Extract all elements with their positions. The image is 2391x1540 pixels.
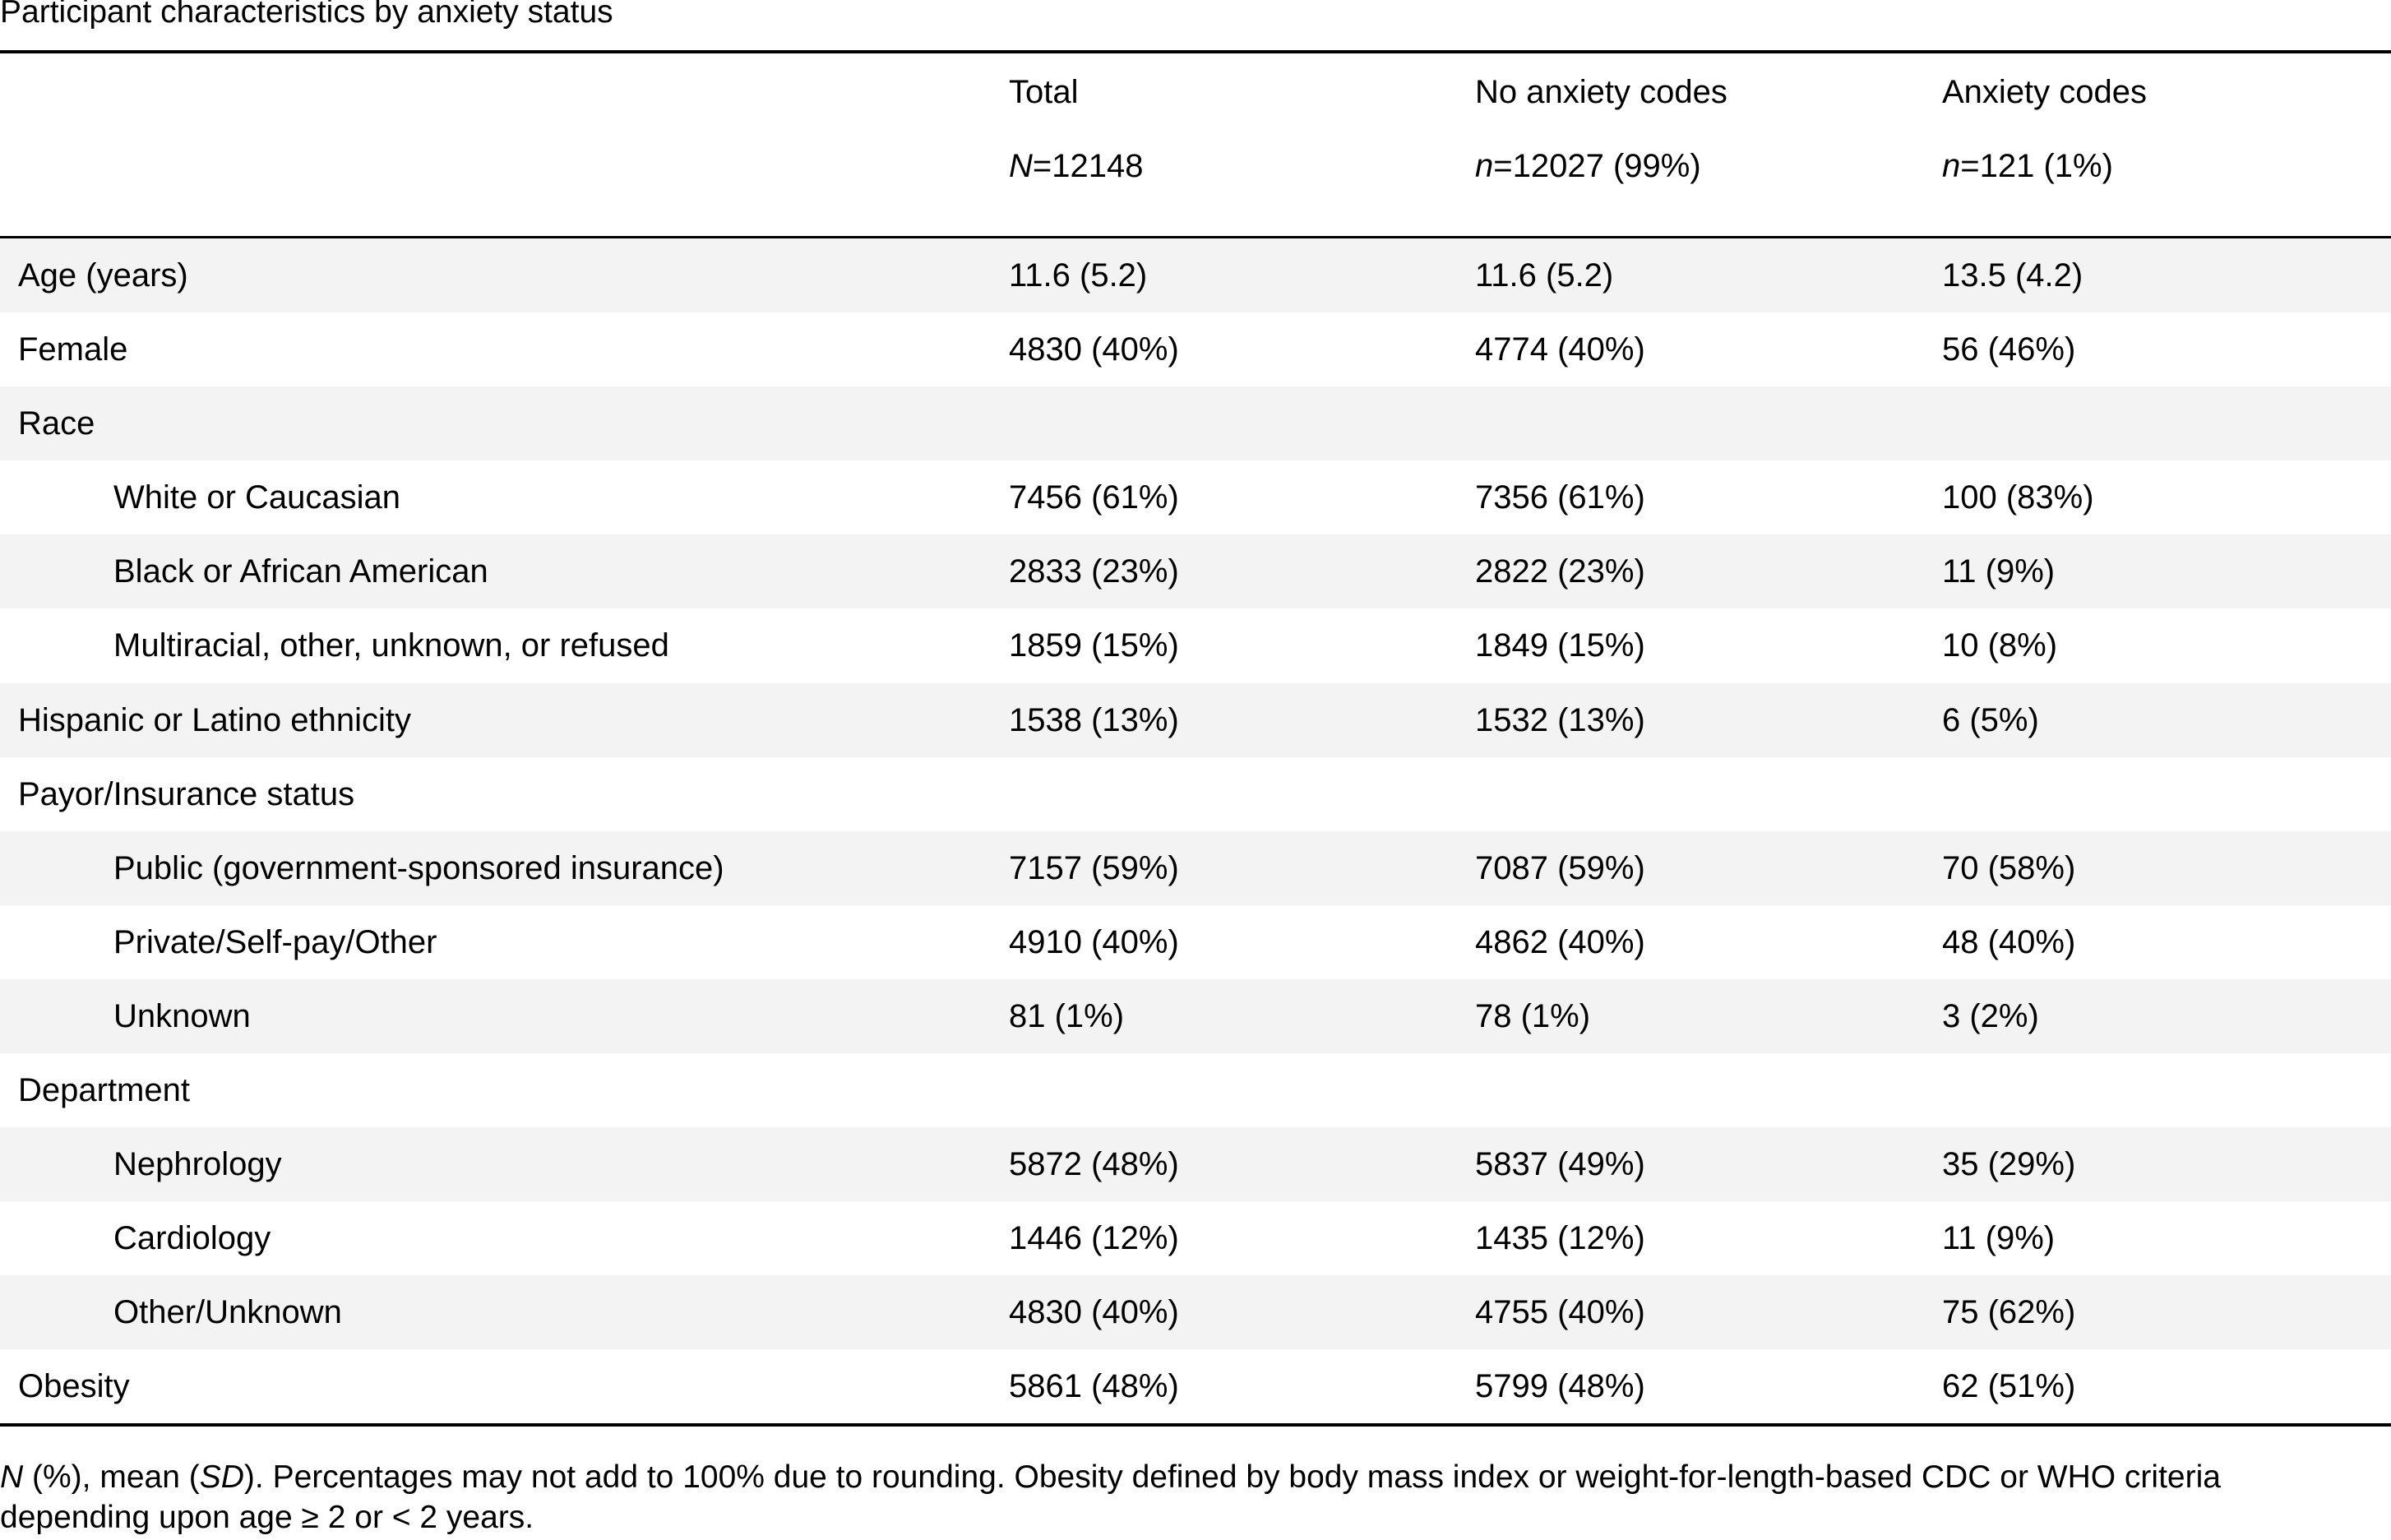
header-anxiety-count: n=121 (1%) bbox=[1942, 146, 2113, 187]
cell-total: 4830 (40%) bbox=[1009, 331, 1179, 368]
table-row: Other/Unknown 4830 (40%) 4755 (40%) 75 (… bbox=[0, 1275, 2391, 1350]
table-body: Age (years) 11.6 (5.2) 11.6 (5.2) 13.5 (… bbox=[0, 238, 2391, 1424]
cell-anxiety: 3 (2%) bbox=[1942, 997, 2039, 1034]
header-anxiety-title: Anxiety codes bbox=[1942, 74, 2148, 110]
cell-anxiety: 11 (9%) bbox=[1942, 553, 2056, 590]
row-label: Unknown bbox=[113, 997, 251, 1034]
cell-total: 5872 (48%) bbox=[1009, 1146, 1179, 1183]
row-label: Female bbox=[18, 331, 128, 368]
header-rule bbox=[0, 236, 2391, 238]
cell-total: 7456 (61%) bbox=[1009, 479, 1179, 516]
cell-no-anxiety: 78 (1%) bbox=[1475, 997, 1591, 1034]
cell-anxiety: 62 (51%) bbox=[1942, 1368, 2076, 1405]
header-anxiety-n-value: =121 (1%) bbox=[1960, 148, 2113, 184]
header-total-title: Total bbox=[1009, 74, 1079, 110]
row-label: Obesity bbox=[18, 1368, 130, 1405]
header-total-n-value: =12148 bbox=[1032, 148, 1144, 184]
table-row: Public (government-sponsored insurance) … bbox=[0, 830, 2391, 905]
table-row: Obesity 5861 (48%) 5799 (48%) 62 (51%) bbox=[0, 1349, 2391, 1423]
row-label: Other/Unknown bbox=[113, 1294, 342, 1331]
cell-no-anxiety: 1532 (13%) bbox=[1475, 701, 1645, 738]
footnote-sd-symbol: SD bbox=[199, 1459, 244, 1495]
row-label: Age (years) bbox=[18, 257, 188, 294]
footnote-text-1: (%), mean ( bbox=[23, 1459, 200, 1495]
cell-no-anxiety: 1435 (12%) bbox=[1475, 1220, 1645, 1257]
row-label: Cardiology bbox=[113, 1220, 271, 1257]
cell-total: 1538 (13%) bbox=[1009, 701, 1179, 738]
table-row: Department bbox=[0, 1053, 2391, 1127]
cell-anxiety: 75 (62%) bbox=[1942, 1294, 2076, 1331]
top-rule bbox=[0, 50, 2391, 53]
header-no-anxiety-title: No anxiety codes bbox=[1475, 74, 1727, 110]
table-row: Multiracial, other, unknown, or refused … bbox=[0, 608, 2391, 682]
cell-no-anxiety: 4774 (40%) bbox=[1475, 331, 1645, 368]
bottom-rule bbox=[0, 1423, 2391, 1427]
table-caption: Participant characteristics by anxiety s… bbox=[0, 0, 613, 30]
cell-no-anxiety: 5799 (48%) bbox=[1475, 1368, 1645, 1405]
cell-no-anxiety: 1849 (15%) bbox=[1475, 627, 1645, 664]
cell-total: 4830 (40%) bbox=[1009, 1294, 1179, 1331]
header-no-anxiety-count: n=12027 (99%) bbox=[1475, 146, 1701, 187]
cell-total: 1446 (12%) bbox=[1009, 1220, 1179, 1257]
header-no-anxiety-n-value: =12027 (99%) bbox=[1493, 148, 1701, 184]
cell-total: 5861 (48%) bbox=[1009, 1368, 1179, 1405]
row-label: Hispanic or Latino ethnicity bbox=[18, 701, 412, 738]
cell-anxiety: 10 (8%) bbox=[1942, 627, 2058, 664]
cell-anxiety: 13.5 (4.2) bbox=[1942, 257, 2083, 294]
cell-no-anxiety: 7087 (59%) bbox=[1475, 849, 1645, 886]
cell-anxiety: 56 (46%) bbox=[1942, 331, 2076, 368]
header-total-n-symbol: N bbox=[1009, 148, 1033, 184]
cell-no-anxiety: 4755 (40%) bbox=[1475, 1294, 1645, 1331]
row-label: Multiracial, other, unknown, or refused bbox=[113, 627, 669, 664]
row-label: Public (government-sponsored insurance) bbox=[113, 849, 724, 886]
table-row: Race bbox=[0, 386, 2391, 461]
table-row: Black or African American 2833 (23%) 282… bbox=[0, 534, 2391, 609]
row-label: Payor/Insurance status bbox=[18, 775, 355, 812]
row-label: Race bbox=[18, 405, 95, 442]
footnote-n-symbol: N bbox=[0, 1459, 24, 1495]
header-no-anxiety-n-symbol: n bbox=[1475, 148, 1494, 184]
cell-anxiety: 11 (9%) bbox=[1942, 1220, 2056, 1257]
cell-total: 2833 (23%) bbox=[1009, 553, 1179, 590]
cell-total: 11.6 (5.2) bbox=[1009, 257, 1148, 294]
cell-anxiety: 35 (29%) bbox=[1942, 1146, 2076, 1183]
cell-no-anxiety: 4862 (40%) bbox=[1475, 923, 1645, 960]
table-row: Nephrology 5872 (48%) 5837 (49%) 35 (29%… bbox=[0, 1127, 2391, 1202]
cell-anxiety: 100 (83%) bbox=[1942, 479, 2094, 516]
cell-no-anxiety: 2822 (23%) bbox=[1475, 553, 1645, 590]
cell-anxiety: 70 (58%) bbox=[1942, 849, 2076, 886]
cell-no-anxiety: 11.6 (5.2) bbox=[1475, 257, 1614, 294]
table-row: Cardiology 1446 (12%) 1435 (12%) 11 (9%) bbox=[0, 1201, 2391, 1275]
table-row: Female 4830 (40%) 4774 (40%) 56 (46%) bbox=[0, 312, 2391, 386]
cell-total: 4910 (40%) bbox=[1009, 923, 1179, 960]
row-label: Department bbox=[18, 1072, 190, 1109]
footnote-text-2: ). Percentages may not add to 100% due t… bbox=[0, 1459, 2221, 1535]
table-row: Private/Self-pay/Other 4910 (40%) 4862 (… bbox=[0, 905, 2391, 979]
row-label: Private/Self-pay/Other bbox=[113, 923, 437, 960]
cell-no-anxiety: 7356 (61%) bbox=[1475, 479, 1645, 516]
header-anxiety-n-symbol: n bbox=[1942, 148, 1961, 184]
row-label: White or Caucasian bbox=[113, 479, 401, 516]
cell-total: 7157 (59%) bbox=[1009, 849, 1179, 886]
row-label: Nephrology bbox=[113, 1146, 282, 1183]
table-row: Hispanic or Latino ethnicity 1538 (13%) … bbox=[0, 682, 2391, 757]
cell-total: 1859 (15%) bbox=[1009, 627, 1179, 664]
cell-no-anxiety: 5837 (49%) bbox=[1475, 1146, 1645, 1183]
table-row: Payor/Insurance status bbox=[0, 757, 2391, 831]
row-label: Black or African American bbox=[113, 553, 488, 590]
cell-anxiety: 6 (5%) bbox=[1942, 701, 2039, 738]
table-footnote: N (%), mean (SD). Percentages may not ad… bbox=[0, 1457, 2352, 1538]
table-row: Unknown 81 (1%) 78 (1%) 3 (2%) bbox=[0, 978, 2391, 1054]
table-row: White or Caucasian 7456 (61%) 7356 (61%)… bbox=[0, 460, 2391, 534]
table-row: Age (years) 11.6 (5.2) 11.6 (5.2) 13.5 (… bbox=[0, 238, 2391, 313]
cell-anxiety: 48 (40%) bbox=[1942, 923, 2076, 960]
header-total-count: N=12148 bbox=[1009, 146, 1143, 187]
cell-total: 81 (1%) bbox=[1009, 997, 1125, 1034]
